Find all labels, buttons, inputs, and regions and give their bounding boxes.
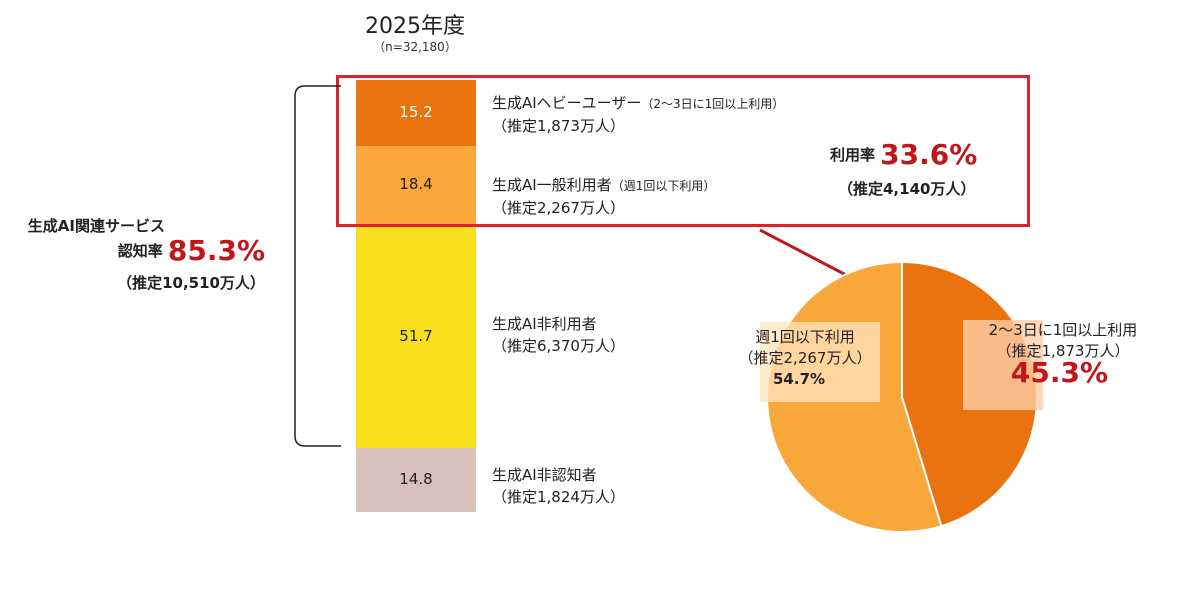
- bar-segment-unaware: 14.8: [356, 448, 476, 512]
- pie-label-weekly: [760, 322, 880, 402]
- awareness-estimate: （推定10,510万人）: [117, 274, 265, 292]
- pie-label-heavy: [963, 320, 1043, 410]
- pie-heavy-line2: （推定1,873万人）: [996, 342, 1130, 360]
- category-label-general-user: 生成AI一般利用者（週1回以下利用） （推定2,267万人）: [492, 174, 715, 219]
- bar-segment-non-user: 51.7: [356, 225, 476, 449]
- usage-estimate: （推定4,140万人）: [838, 180, 976, 198]
- awareness-bracket: [294, 85, 341, 447]
- category-label-non-user: 生成AI非利用者 （推定6,370万人）: [492, 313, 625, 357]
- data-label-heavy-user: 15.2: [399, 102, 433, 121]
- bar-segment-heavy-user: 15.2: [356, 80, 476, 146]
- category-estimate: （推定2,267万人）: [492, 199, 625, 217]
- category-name: 生成AIヘビーユーザー: [492, 94, 642, 112]
- awareness-rate-row: 認知率 85.3%: [10, 234, 265, 270]
- category-sub: （2～3日に1回以上利用）: [641, 97, 785, 111]
- usage-rate-label: 利用率: [830, 146, 876, 164]
- pie-heavy-line1: 2～3日に1回以上利用: [988, 321, 1138, 339]
- category-sub: （週1回以下利用）: [611, 179, 716, 193]
- category-estimate: （推定1,824万人）: [492, 488, 625, 506]
- usage-rate-value: 33.6%: [880, 138, 978, 171]
- usage-rate-row: 利用率 33.6%: [830, 138, 1010, 174]
- category-name: 生成AI非認知者: [492, 466, 597, 484]
- sample-size: （n=32,180）: [373, 40, 457, 54]
- category-name: 生成AI非利用者: [492, 315, 597, 333]
- usage-highlight-box: [336, 75, 1030, 227]
- pie-weekly-line2: （推定2,267万人）: [738, 349, 872, 367]
- bar-segment-general-user: 18.4: [356, 145, 476, 225]
- category-estimate: （推定1,873万人）: [492, 117, 625, 135]
- category-label-heavy-user: 生成AIヘビーユーザー（2～3日に1回以上利用） （推定1,873万人）: [492, 92, 784, 137]
- awareness-rate-label: 認知率: [117, 242, 163, 260]
- data-label-general-user: 18.4: [399, 175, 433, 194]
- data-label-non-user: 51.7: [399, 326, 433, 345]
- chart-title: 2025年度: [365, 14, 465, 39]
- data-label-unaware: 14.8: [399, 470, 433, 489]
- category-label-unaware: 生成AI非認知者 （推定1,824万人）: [492, 464, 625, 508]
- category-estimate: （推定6,370万人）: [492, 337, 625, 355]
- awareness-group-label: 生成AI関連サービス: [27, 217, 165, 235]
- stacked-bar: 15.2 18.4 51.7 14.8: [356, 80, 476, 512]
- pie-weekly-pct: 54.7%: [773, 370, 826, 388]
- category-name: 生成AI一般利用者: [492, 176, 612, 194]
- awareness-rate-value: 85.3%: [167, 234, 265, 267]
- pie-label-heavy-text: 2～3日に1回以上利用 （推定1,873万人） 45.3%: [968, 320, 1158, 389]
- pie-heavy-pct: 45.3%: [1010, 356, 1108, 389]
- pie-label-weekly-text: 週1回以下利用 （推定2,267万人） 54.7%: [735, 327, 875, 390]
- pie-weekly-line1: 週1回以下利用: [755, 328, 855, 346]
